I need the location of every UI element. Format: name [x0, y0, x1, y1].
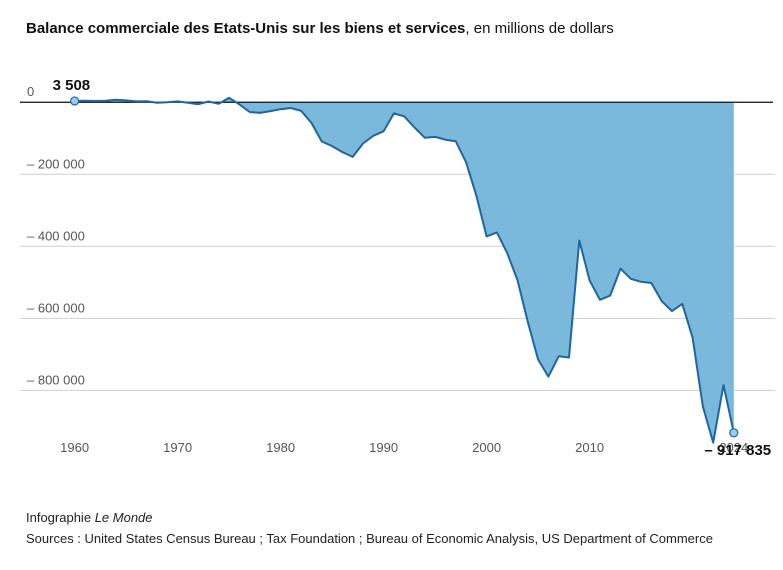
area-fill — [74, 97, 734, 443]
credit: Infographie Le Monde — [26, 510, 153, 525]
x-tick-label: 2000 — [472, 440, 501, 455]
y-tick-label: – 800 000 — [27, 372, 85, 387]
sources: Sources : United States Census Bureau ; … — [26, 531, 713, 546]
y-tick-label: – 200 000 — [27, 156, 85, 171]
x-tick-label: 2010 — [575, 440, 604, 455]
y-tick-label: – 400 000 — [27, 228, 85, 243]
x-tick-label: 1970 — [163, 440, 192, 455]
chart-title: Balance commerciale des Etats-Unis sur l… — [26, 20, 614, 37]
point — [729, 428, 739, 438]
x-tick-label: 1960 — [60, 440, 89, 455]
x-tick-label: 2024 — [719, 440, 748, 455]
point — [69, 96, 80, 106]
x-tick-label: 1980 — [266, 440, 295, 455]
x-tick-label: 1990 — [369, 440, 398, 455]
data-label: 3 508 — [53, 77, 91, 94]
credit-name: Le Monde — [95, 510, 153, 525]
y-tick-label: 0 — [27, 84, 34, 99]
credit-prefix: Infographie — [26, 510, 91, 525]
line — [74, 96, 735, 444]
y-tick-label: – 600 000 — [27, 300, 85, 315]
data-label: – 917 835 — [704, 442, 771, 459]
title: Balance commerciale des Etats-Unis sur l… — [26, 20, 465, 37]
subtitle: , en millions de dollars — [465, 20, 613, 37]
